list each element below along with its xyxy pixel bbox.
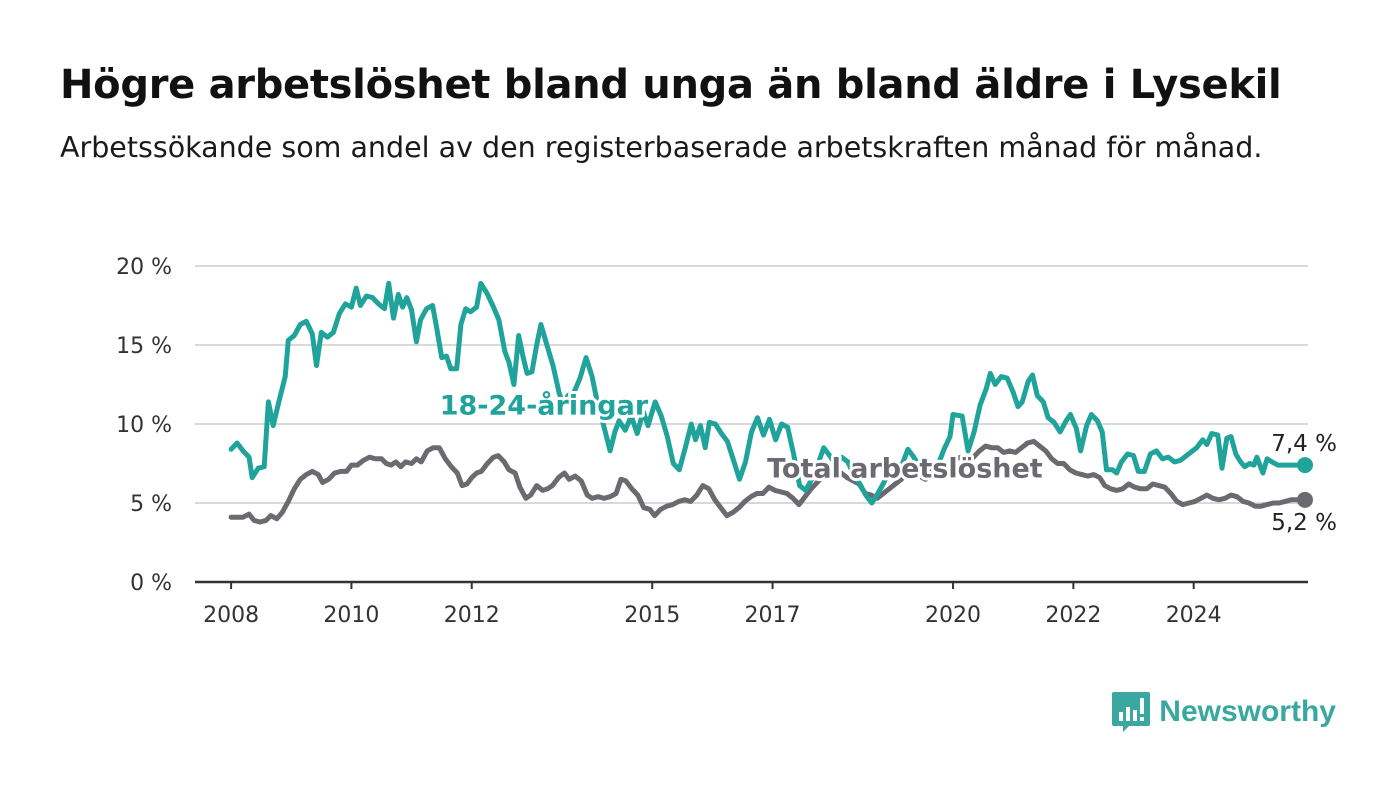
end-marker	[1296, 457, 1313, 474]
x-tick-label: 2022	[1045, 603, 1101, 628]
end-value-label: 7,4 %	[1271, 431, 1337, 457]
x-tick-label: 2017	[745, 603, 801, 628]
grid-layer: 0 % 5 % 10 % 15 % 20 % 2008 2010 2012 2015 2017 20…	[116, 255, 1308, 628]
series-line-0	[228, 280, 1308, 506]
end-marker	[1296, 491, 1313, 508]
end-value-label: 5,2 %	[1271, 510, 1337, 536]
x-tick-label: 2008	[203, 603, 259, 628]
series-line-1	[228, 438, 1308, 525]
x-tick-label: 2015	[624, 603, 680, 628]
x-tick-label: 2024	[1166, 603, 1222, 628]
x-tick-label: 2012	[444, 603, 500, 628]
y-tick-label: 15 %	[116, 334, 172, 359]
y-tick-label: 0 %	[130, 571, 172, 596]
chart-title: Högre arbetslöshet bland unga än bland ä…	[60, 62, 1282, 108]
newsworthy-logo: Newsworthy	[1111, 690, 1336, 734]
x-tick-label: 2020	[925, 603, 981, 628]
y-tick-label: 20 %	[116, 255, 172, 280]
x-tick-label: 2010	[323, 603, 379, 628]
series-lines	[228, 280, 1308, 525]
series-label: Total arbetslöshet	[767, 454, 1043, 485]
y-tick-label: 10 %	[116, 413, 172, 438]
bar-chart-speech-bubble-icon	[1112, 692, 1151, 732]
series-labels: 18-24-åringar Total arbetslöshet 7,4 % 5,2 …	[437, 387, 1337, 536]
chart-subtitle: Arbetssökande som andel av den registerb…	[60, 131, 1263, 164]
series-label: 18-24-åringar	[440, 390, 649, 422]
y-tick-label: 5 %	[130, 492, 172, 517]
brand-name: Newsworthy	[1159, 695, 1336, 728]
